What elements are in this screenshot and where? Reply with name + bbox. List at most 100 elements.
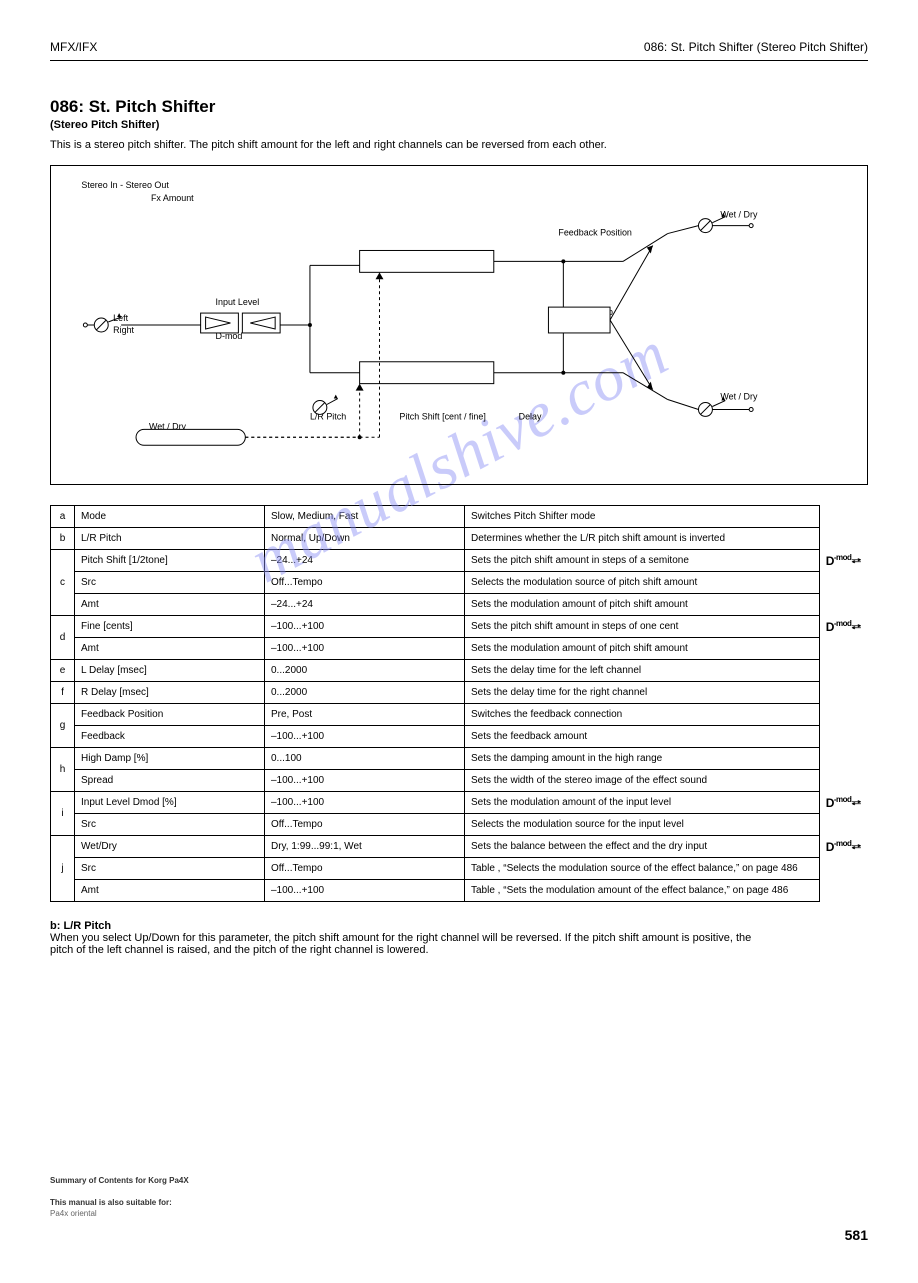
row-letter: f <box>51 682 75 704</box>
param-range: Off...Tempo <box>265 572 465 594</box>
param-description: Determines whether the L/R pitch shift a… <box>465 528 820 550</box>
param-range: –100...+100 <box>265 616 465 638</box>
header-right: 086: St. Pitch Shifter (Stereo Pitch Shi… <box>644 40 868 54</box>
lr-pitch-note: b: L/R Pitch When you select Up/Down for… <box>50 920 770 956</box>
param-description: Switches Pitch Shifter mode <box>465 506 820 528</box>
dmod-cell <box>819 770 867 792</box>
param-name: Input Level Dmod [%] <box>75 792 265 814</box>
param-range: Off...Tempo <box>265 858 465 880</box>
effect-title: 086: St. Pitch Shifter <box>50 97 868 117</box>
row-letter: i <box>51 792 75 836</box>
table-row: bL/R PitchNormal, Up/DownDetermines whet… <box>51 528 868 550</box>
table-row: SrcOff...TempoSelects the modulation sou… <box>51 814 868 836</box>
param-name: Pitch Shift [1/2tone] <box>75 550 265 572</box>
fb-pos-label: Feedback Position <box>558 228 632 238</box>
table-row: aModeSlow, Medium, FastSwitches Pitch Sh… <box>51 506 868 528</box>
row-letter: c <box>51 550 75 616</box>
parameter-table: aModeSlow, Medium, FastSwitches Pitch Sh… <box>50 505 868 902</box>
table-row: hHigh Damp [%]0...100Sets the damping am… <box>51 748 868 770</box>
dmod-icon: D-mod⇄ <box>826 554 861 568</box>
footer-line2: This manual is also suitable for: <box>50 1198 172 1207</box>
row-letter: d <box>51 616 75 660</box>
input-level-label: Input Level <box>216 297 260 307</box>
row-letter: h <box>51 748 75 792</box>
param-range: 0...2000 <box>265 660 465 682</box>
lr-note-body: When you select Up/Down for this paramet… <box>50 932 770 956</box>
param-description: Sets the damping amount in the high rang… <box>465 748 820 770</box>
effect-description: This is a stereo pitch shifter. The pitc… <box>50 139 770 151</box>
param-description: Selects the modulation source for the in… <box>465 814 820 836</box>
title-block: 086: St. Pitch Shifter (Stereo Pitch Shi… <box>50 97 868 151</box>
param-description: Sets the feedback amount <box>465 726 820 748</box>
left-label: Left <box>113 313 128 323</box>
param-description: Sets the delay time for the left channel <box>465 660 820 682</box>
table-row: Spread–100...+100Sets the width of the s… <box>51 770 868 792</box>
param-description: Sets the modulation amount of pitch shif… <box>465 594 820 616</box>
param-description: Sets the pitch shift amount in steps of … <box>465 616 820 638</box>
param-name: Src <box>75 858 265 880</box>
param-range: Dry, 1:99...99:1, Wet <box>265 836 465 858</box>
dmod-cell: D-mod⇄ <box>819 836 867 858</box>
effect-subtitle: (Stereo Pitch Shifter) <box>50 119 868 131</box>
param-range: 0...100 <box>265 748 465 770</box>
table-row: Feedback–100...+100Sets the feedback amo… <box>51 726 868 748</box>
dmod-cell: D-mod⇄ <box>819 550 867 572</box>
header-left: MFX/IFX <box>50 40 97 54</box>
dmod-cell <box>819 814 867 836</box>
param-name: Amt <box>75 594 265 616</box>
dmod-cell <box>819 880 867 902</box>
table-row: SrcOff...TempoTable , “Selects the modul… <box>51 858 868 880</box>
table-row: fR Delay [msec]0...2000Sets the delay ti… <box>51 682 868 704</box>
dmod-cell <box>819 528 867 550</box>
param-description: Sets the pitch shift amount in steps of … <box>465 550 820 572</box>
param-range: –100...+100 <box>265 638 465 660</box>
param-name: Spread <box>75 770 265 792</box>
dmod-cell <box>819 726 867 748</box>
dmod-cell <box>819 748 867 770</box>
param-range: –100...+100 <box>265 726 465 748</box>
wet-bot-label: Wet / Dry <box>720 392 758 402</box>
stereo-in-label: Stereo In - Stereo Out <box>81 180 169 190</box>
dmod-cell <box>819 704 867 726</box>
table-row: SrcOff...TempoSelects the modulation sou… <box>51 572 868 594</box>
row-letter: b <box>51 528 75 550</box>
param-range: Pre, Post <box>265 704 465 726</box>
pitch-shift-label: Pitch Shift [cent / fine] <box>399 411 485 421</box>
dmod-icon: D-mod⇄ <box>826 840 861 854</box>
param-description: Switches the feedback connection <box>465 704 820 726</box>
param-description: Table , “Sets the modulation amount of t… <box>465 880 820 902</box>
param-range: 0...2000 <box>265 682 465 704</box>
dmod-cell <box>819 858 867 880</box>
footer-line1: Summary of Contents for Korg Pa4X <box>50 1176 189 1185</box>
wet-top-label: Wet / Dry <box>720 210 758 220</box>
row-letter: a <box>51 506 75 528</box>
right-label: Right <box>113 325 134 335</box>
param-range: –100...+100 <box>265 770 465 792</box>
param-range: –24...+24 <box>265 594 465 616</box>
param-description: Sets the balance between the effect and … <box>465 836 820 858</box>
table-row: iInput Level Dmod [%]–100...+100Sets the… <box>51 792 868 814</box>
param-name: L/R Pitch <box>75 528 265 550</box>
param-name: Feedback Position <box>75 704 265 726</box>
param-range: Off...Tempo <box>265 814 465 836</box>
param-name: Amt <box>75 638 265 660</box>
table-row: gFeedback PositionPre, PostSwitches the … <box>51 704 868 726</box>
table-row: cPitch Shift [1/2tone]–24...+24Sets the … <box>51 550 868 572</box>
param-name: High Damp [%] <box>75 748 265 770</box>
param-description: Sets the modulation amount of pitch shif… <box>465 638 820 660</box>
param-description: Sets the modulation amount of the input … <box>465 792 820 814</box>
table-row: Amt–100...+100Table , “Sets the modulati… <box>51 880 868 902</box>
dmod-cell: D-mod⇄ <box>819 616 867 638</box>
param-name: R Delay [msec] <box>75 682 265 704</box>
param-name: Feedback <box>75 726 265 748</box>
dmod-cell <box>819 572 867 594</box>
dmod-cell <box>819 660 867 682</box>
param-name: Wet/Dry <box>75 836 265 858</box>
diagram-svg: Stereo In - Stereo Out Fx Amount Left Ri… <box>51 166 867 484</box>
page-header: MFX/IFX 086: St. Pitch Shifter (Stereo P… <box>50 40 868 61</box>
page-number: 581 <box>50 1227 868 1243</box>
row-letter: g <box>51 704 75 748</box>
param-description: Selects the modulation source of pitch s… <box>465 572 820 594</box>
param-name: Mode <box>75 506 265 528</box>
delay-label: Delay <box>519 411 542 421</box>
